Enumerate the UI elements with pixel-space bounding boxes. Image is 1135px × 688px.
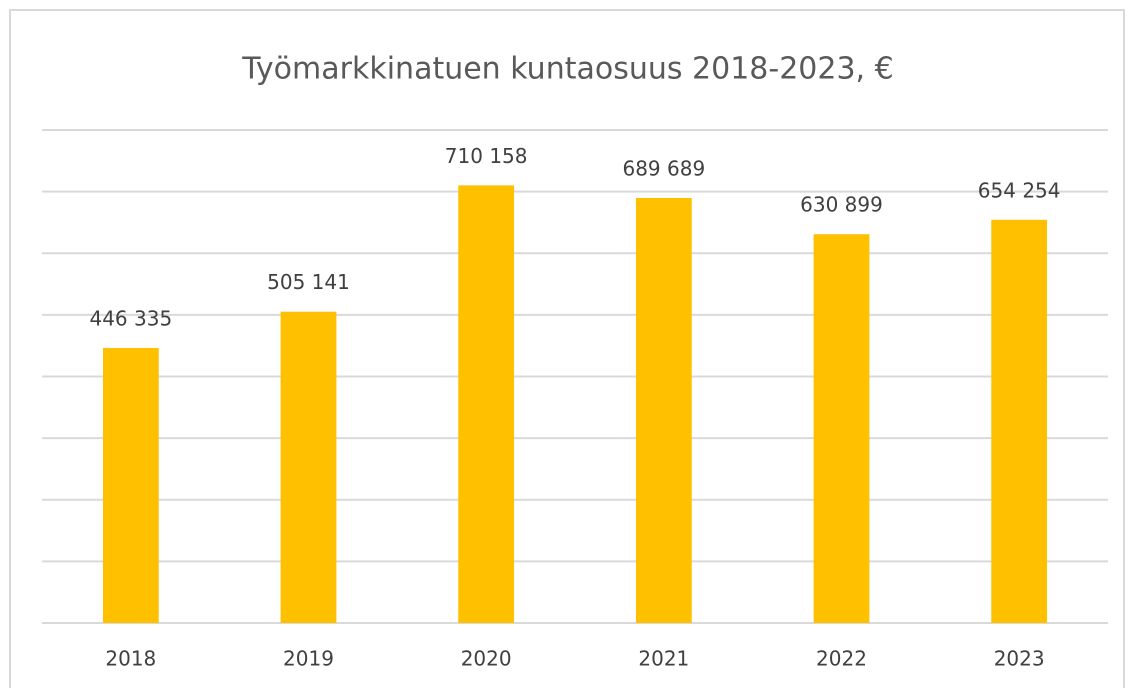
x-tick-label: 2021 — [638, 647, 689, 671]
data-label: 689 689 — [622, 156, 705, 180]
data-label: 630 899 — [800, 193, 883, 217]
data-label: 446 335 — [89, 306, 172, 330]
chart-border — [9, 9, 1125, 688]
bar — [280, 311, 337, 623]
data-label: 710 158 — [445, 144, 528, 168]
bar — [635, 197, 692, 623]
x-tick-label: 2018 — [105, 647, 156, 671]
x-tick-label: 2022 — [816, 647, 867, 671]
bar — [458, 185, 515, 624]
data-label: 654 254 — [978, 178, 1061, 202]
x-tick-label: 2023 — [994, 647, 1045, 671]
bar — [991, 219, 1048, 623]
x-tick-label: 2019 — [283, 647, 334, 671]
chart-title: Työmarkkinatuen kuntaosuus 2018-2023, € — [241, 52, 893, 87]
bar — [813, 234, 870, 623]
x-tick-label: 2020 — [461, 647, 512, 671]
data-label: 505 141 — [267, 270, 350, 294]
bar — [102, 347, 159, 623]
